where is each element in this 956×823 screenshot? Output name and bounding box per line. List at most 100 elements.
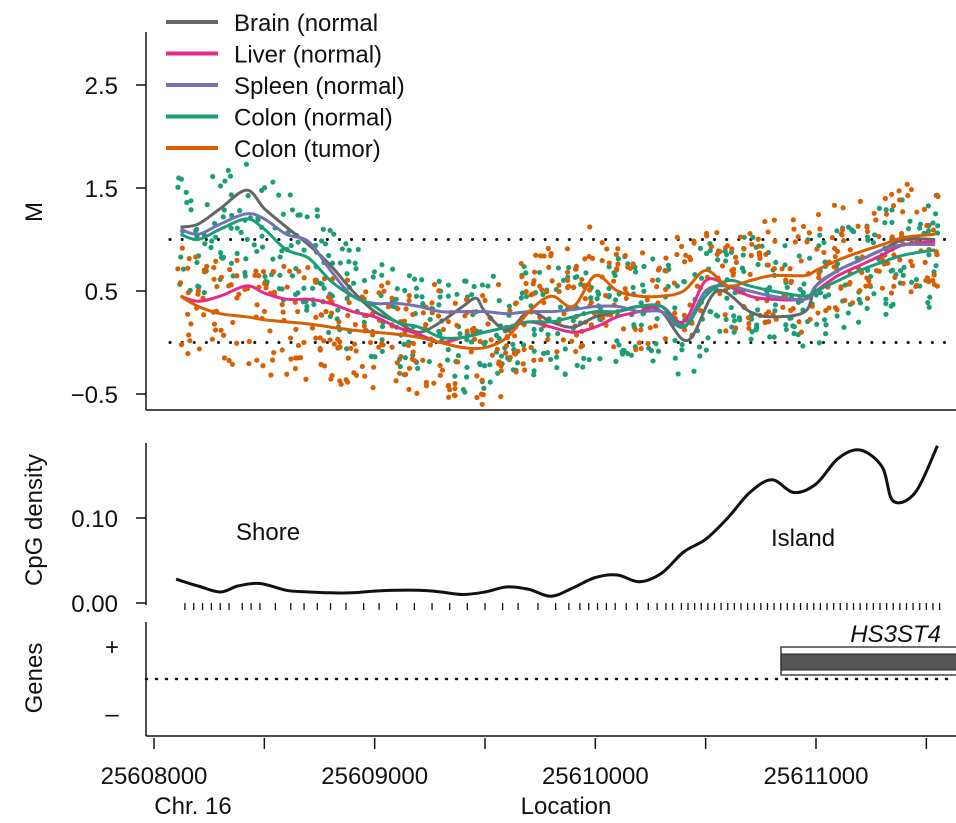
data-point	[246, 361, 252, 367]
data-point	[523, 280, 529, 287]
data-point	[636, 340, 642, 346]
data-point	[705, 335, 711, 341]
data-point	[723, 316, 729, 323]
cpg-y-ticks: 0.00 0.10	[71, 506, 146, 618]
data-point	[729, 246, 735, 252]
data-point	[301, 247, 307, 253]
data-point	[714, 229, 720, 236]
data-point	[479, 377, 485, 383]
data-point	[560, 337, 567, 343]
data-point	[464, 364, 470, 370]
data-point	[320, 226, 326, 232]
data-point	[570, 284, 577, 291]
data-point	[736, 315, 742, 321]
data-point	[327, 227, 333, 234]
data-point	[431, 281, 438, 288]
data-point	[747, 230, 753, 237]
data-point	[337, 339, 343, 345]
data-point	[817, 290, 824, 296]
data-point	[594, 296, 600, 302]
data-point	[201, 269, 207, 275]
data-point	[477, 361, 483, 368]
data-point	[494, 346, 500, 352]
data-point	[817, 226, 823, 232]
data-point	[595, 289, 601, 295]
data-point	[823, 331, 829, 337]
data-point	[572, 274, 578, 281]
data-point	[327, 337, 333, 343]
data-point	[889, 234, 895, 240]
data-point	[258, 187, 265, 194]
data-point	[807, 255, 813, 261]
data-point	[488, 337, 494, 343]
data-point	[841, 324, 847, 330]
data-point	[816, 340, 822, 346]
y-tick-label: 2.5	[85, 73, 118, 100]
data-point	[487, 379, 493, 385]
data-point	[831, 264, 837, 270]
data-point	[925, 203, 931, 209]
data-point	[359, 363, 365, 370]
data-point	[790, 323, 796, 329]
data-point	[582, 256, 588, 262]
data-point	[829, 234, 835, 241]
data-point	[185, 311, 191, 317]
data-point	[242, 273, 248, 279]
data-point	[186, 332, 192, 338]
data-point	[780, 304, 786, 310]
island-annotation: Island	[771, 525, 835, 552]
data-point	[783, 322, 789, 328]
data-point	[304, 307, 310, 313]
data-point	[672, 305, 678, 311]
data-point	[845, 224, 852, 230]
data-point	[379, 323, 386, 330]
data-point	[914, 282, 920, 288]
data-point	[420, 357, 426, 363]
data-point	[439, 367, 446, 373]
data-point	[650, 256, 656, 262]
data-point	[202, 241, 208, 247]
data-point	[560, 277, 567, 283]
data-point	[574, 362, 580, 368]
data-point	[926, 304, 932, 310]
data-point	[344, 295, 350, 302]
data-point	[674, 234, 680, 240]
data-point	[914, 209, 920, 215]
data-point	[795, 234, 801, 240]
data-point	[613, 251, 620, 257]
data-point	[179, 245, 185, 251]
data-point	[755, 236, 761, 242]
data-point	[185, 290, 191, 296]
data-point	[402, 287, 408, 294]
methylation-y-label: M	[21, 202, 48, 222]
data-point	[826, 305, 832, 311]
data-point	[406, 386, 412, 392]
data-point	[930, 227, 936, 233]
data-point	[230, 319, 236, 326]
data-point	[679, 347, 685, 353]
data-point	[821, 239, 827, 246]
data-point	[335, 307, 341, 313]
data-point	[541, 350, 547, 357]
data-point	[339, 246, 345, 252]
data-point	[431, 380, 437, 386]
data-point	[444, 357, 451, 363]
data-point	[536, 269, 543, 276]
data-point	[201, 312, 207, 318]
data-point	[866, 278, 872, 284]
data-point	[481, 363, 488, 369]
data-point	[839, 227, 846, 233]
gene-body	[780, 653, 956, 671]
data-point	[935, 223, 941, 229]
data-point	[740, 252, 746, 258]
data-point	[269, 357, 276, 363]
data-point	[186, 256, 192, 262]
data-point	[423, 322, 429, 328]
data-point	[573, 348, 579, 355]
data-point	[755, 261, 761, 268]
data-point	[882, 195, 888, 202]
data-point	[188, 321, 194, 327]
data-point	[445, 319, 452, 325]
data-point	[304, 214, 310, 220]
x-tick-label: 25609000	[321, 763, 428, 790]
